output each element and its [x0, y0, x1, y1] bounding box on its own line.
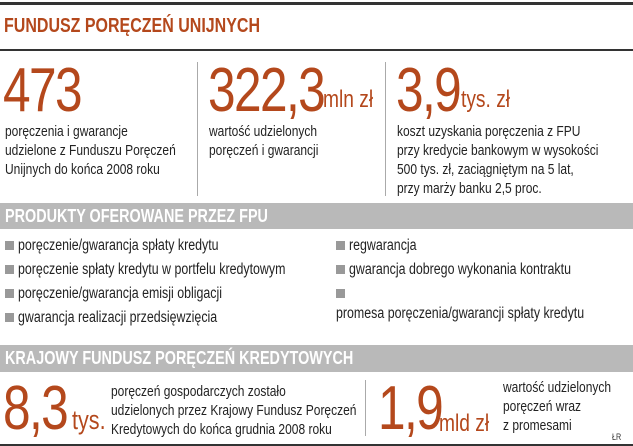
bullet-icon — [5, 313, 14, 322]
bullet-icon — [5, 265, 14, 274]
kfpk-stat-desc-amount: wartość udzielonych poręczeń wraz z promes… — [503, 379, 612, 434]
stat-unit-cost: tys. zł — [461, 86, 511, 113]
stat-value-amount: 322,3 — [208, 56, 326, 125]
bottom-rule — [0, 444, 633, 446]
stat-desc-amount: wartość udzielonych poręczeń i gwarancji — [209, 123, 319, 159]
list-item: poręczenie/gwarancja spłaty kredytu — [5, 236, 269, 256]
kfpk-stat-value-amount: 1,9 — [378, 374, 444, 443]
stat-desc-guarantees: poręczenia i gwarancje udzielone z Fundus… — [5, 123, 176, 178]
section-heading-kfpk: KRAJOWY FUNDUSZ PORĘCZEŃ KREDYTOWYCH — [0, 345, 633, 372]
title-rule — [0, 49, 633, 51]
bullet-icon — [336, 265, 345, 274]
kfpk-stat-value-count: 8,3 — [3, 374, 69, 443]
page-title: FUNDUSZ PORĘCZEŃ UNIJNYCH — [4, 15, 324, 38]
top-rule — [0, 2, 633, 5]
stat-unit-amount: mln zł — [323, 86, 374, 113]
bullet-icon — [5, 289, 14, 298]
list-item: gwarancja dobrego wykonania kontraktu — [336, 260, 626, 280]
list-item: promesa poręczenia/gwarancji spłaty kred… — [336, 284, 633, 324]
kfpk-stat-desc-count: poręczeń gospodarczych zostało udzielonyc… — [111, 383, 357, 438]
list-item: poręczenie/gwarancja emisji obligacji — [5, 284, 273, 304]
list-item: poręczenie spłaty kredytu w portfelu kre… — [5, 260, 352, 280]
title-text: FUNDUSZ PORĘCZEŃ UNIJNYCH — [4, 15, 261, 37]
kfpk-stat-unit-amount: mld zł — [439, 410, 490, 437]
author-initials: ŁR — [612, 432, 622, 442]
section-heading-products: PRODUKTY OFEROWANE PRZEZ FPU — [0, 203, 633, 229]
bullet-icon — [5, 241, 14, 250]
list-item: regwarancja — [336, 236, 433, 256]
divider — [197, 62, 198, 196]
list-item: gwarancja realizacji przedsięwzięcia — [5, 308, 267, 328]
kfpk-stat-unit-count: tys. — [72, 405, 106, 435]
stat-value-cost: 3,9 — [396, 56, 462, 125]
divider — [385, 62, 386, 196]
divider — [365, 380, 366, 436]
bullet-icon — [336, 289, 345, 298]
stat-value-guarantees: 473 — [3, 56, 83, 125]
bullet-icon — [336, 241, 345, 250]
stat-desc-cost: koszt uzyskania poręczenia z FPU przy kre… — [397, 123, 599, 197]
